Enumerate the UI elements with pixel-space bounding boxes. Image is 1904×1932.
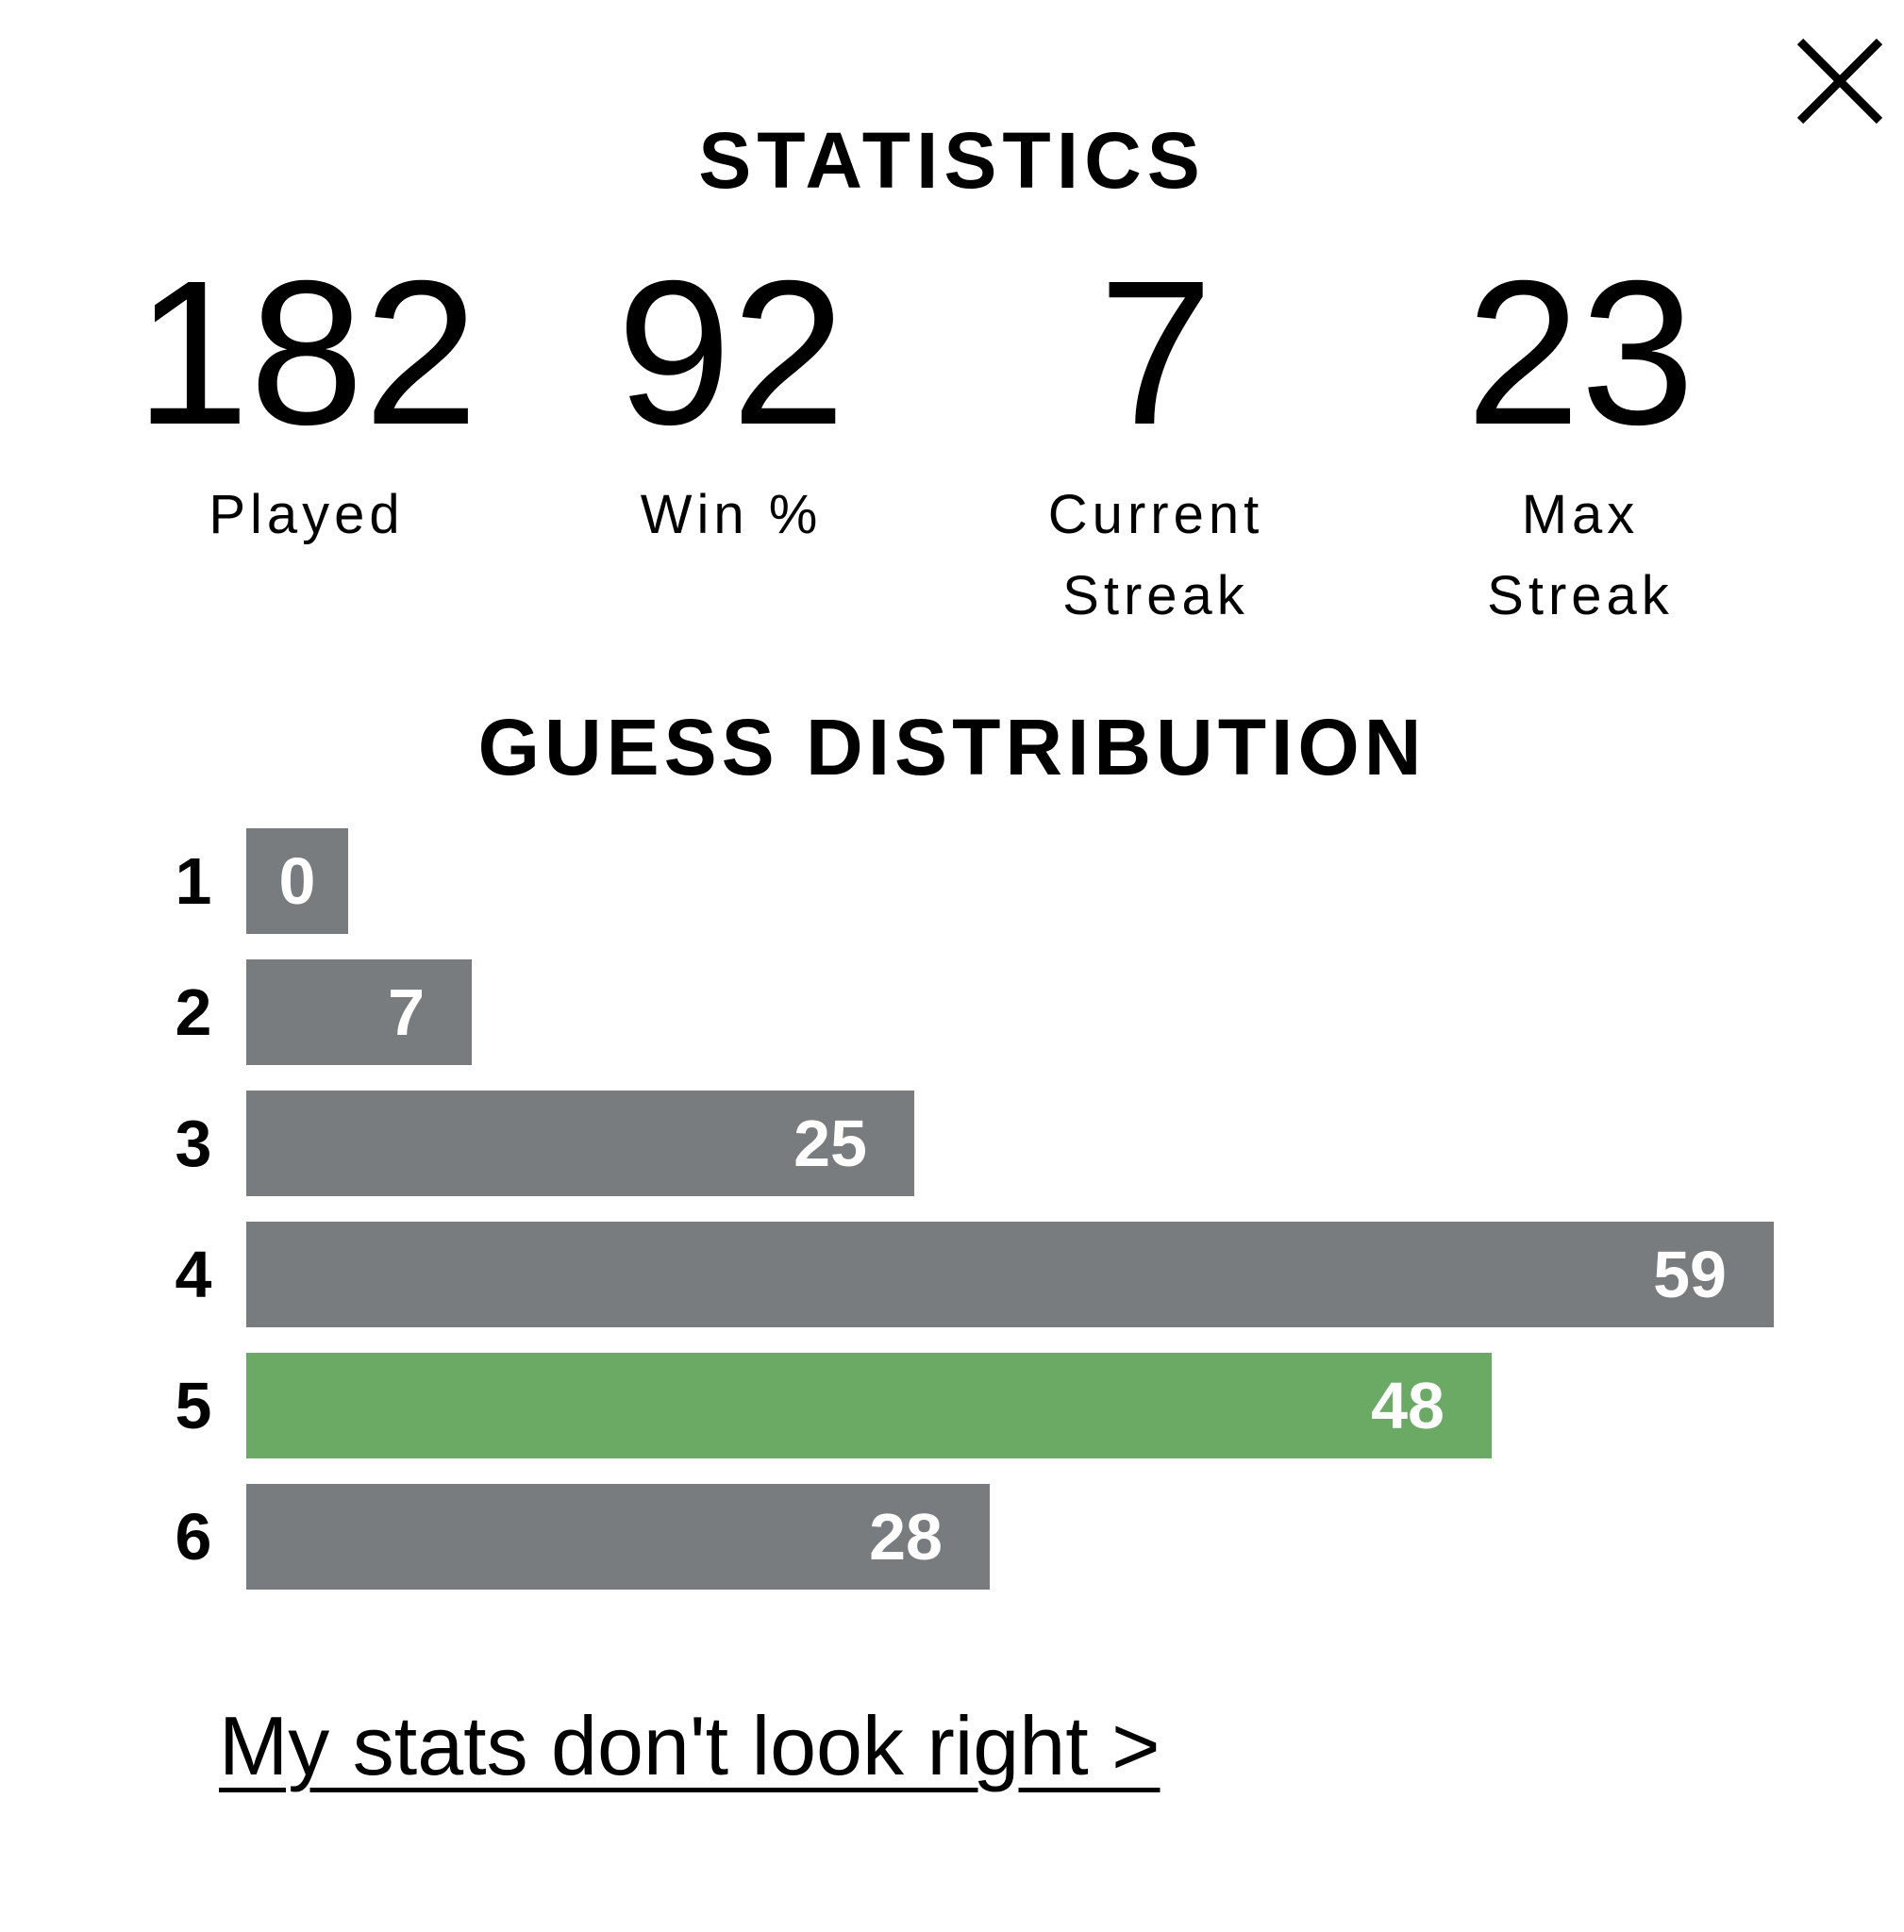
distribution-row: 6 28 [0, 1484, 1904, 1590]
distribution-bar: 0 [246, 828, 348, 934]
stat-label-line: Streak [1062, 565, 1249, 626]
stat-label-line: Win % [640, 484, 823, 545]
stat-label-line: Max [1521, 484, 1640, 545]
distribution-row: 3 25 [0, 1091, 1904, 1196]
guess-distribution-title: GUESS DISTRIBUTION [477, 703, 1427, 791]
stat-label-line: Current [1047, 484, 1264, 545]
stat-label: Played [118, 475, 495, 556]
stat-current-streak: 7 Current Streak [967, 239, 1344, 637]
stat-max-streak: 23 Max Streak [1392, 239, 1769, 637]
guess-number: 2 [175, 975, 212, 1049]
close-icon [1796, 38, 1883, 125]
stat-value: 182 [135, 239, 478, 468]
stat-value: 7 [1098, 239, 1213, 468]
guess-number: 5 [175, 1369, 212, 1442]
stat-label-line: Streak [1487, 565, 1674, 626]
guess-number: 4 [175, 1238, 212, 1311]
stat-label-line: Played [209, 484, 405, 545]
distribution-bar: 25 [246, 1091, 914, 1196]
stat-value: 23 [1465, 239, 1695, 468]
stat-played: 182 Played [118, 239, 495, 556]
distribution-row: 4 59 [0, 1222, 1904, 1327]
stat-label: Current Streak [967, 475, 1344, 637]
stat-label: Max Streak [1392, 475, 1769, 637]
guess-number: 3 [175, 1107, 212, 1180]
distribution-row: 1 0 [0, 828, 1904, 934]
distribution-row: 5 48 [0, 1353, 1904, 1458]
distribution-bar: 59 [246, 1222, 1774, 1327]
stats-help-link[interactable]: My stats don't look right > [219, 1699, 1161, 1792]
distribution-row: 2 7 [0, 959, 1904, 1065]
distribution-bar: 28 [246, 1484, 990, 1590]
statistics-title: STATISTICS [698, 116, 1206, 205]
stat-label: Win % [543, 475, 920, 556]
close-button[interactable] [1793, 34, 1887, 128]
stat-value: 92 [616, 239, 846, 468]
distribution-bar-highlighted: 48 [246, 1353, 1492, 1458]
guess-number: 6 [175, 1500, 212, 1574]
distribution-bar: 7 [246, 959, 472, 1065]
guess-number: 1 [175, 844, 212, 918]
stat-win-percent: 92 Win % [543, 239, 920, 556]
